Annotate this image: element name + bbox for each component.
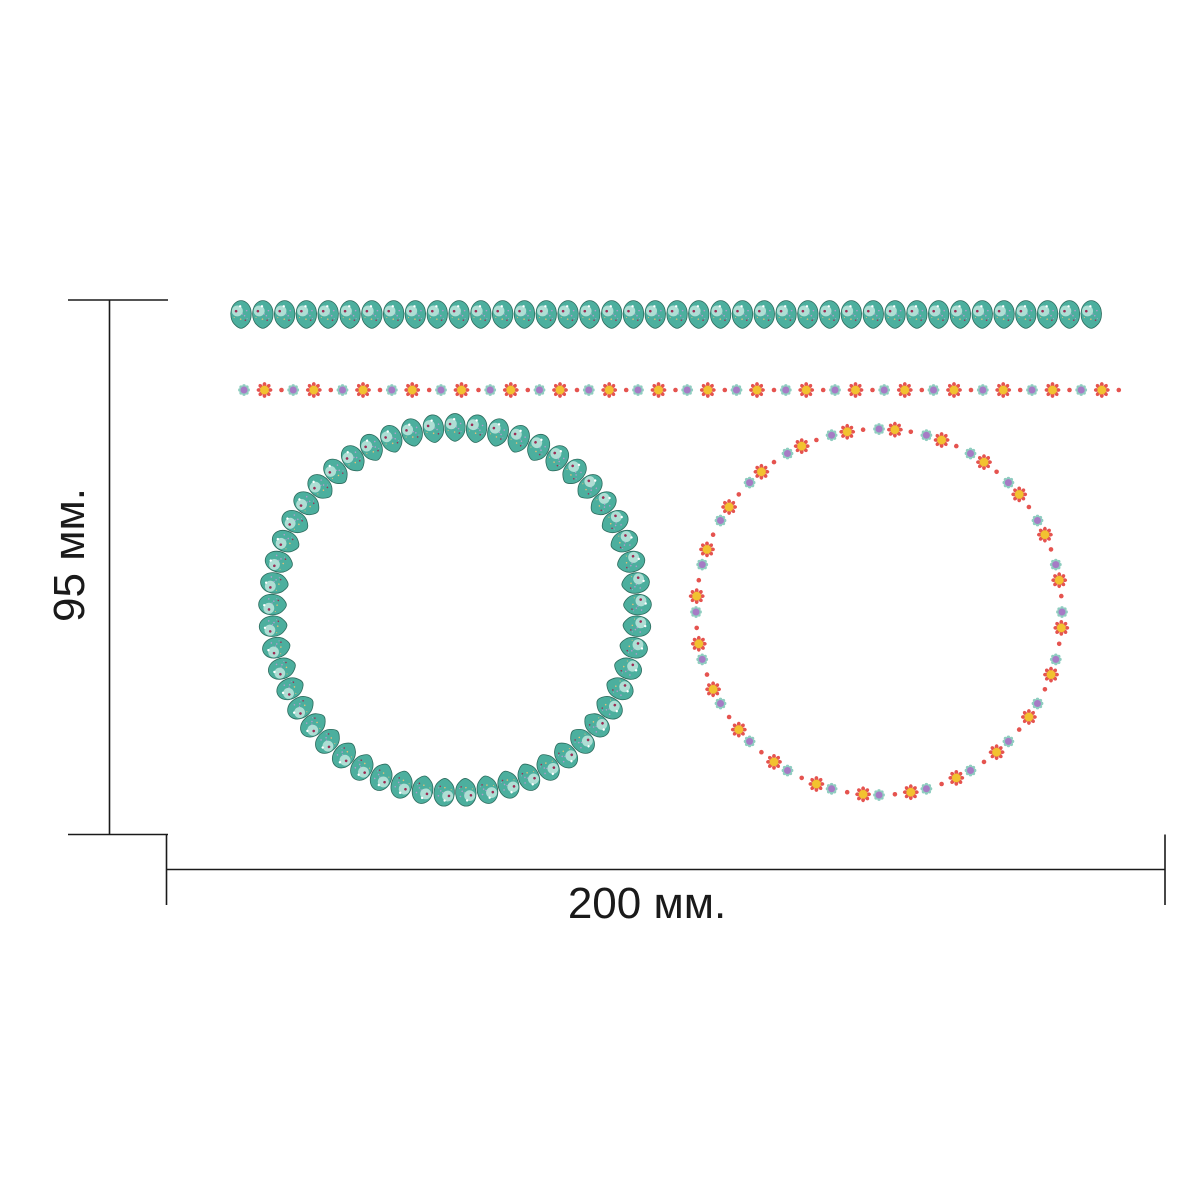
svg-text:95 мм.: 95 мм. xyxy=(45,488,94,622)
svg-text:200 мм.: 200 мм. xyxy=(568,879,726,928)
